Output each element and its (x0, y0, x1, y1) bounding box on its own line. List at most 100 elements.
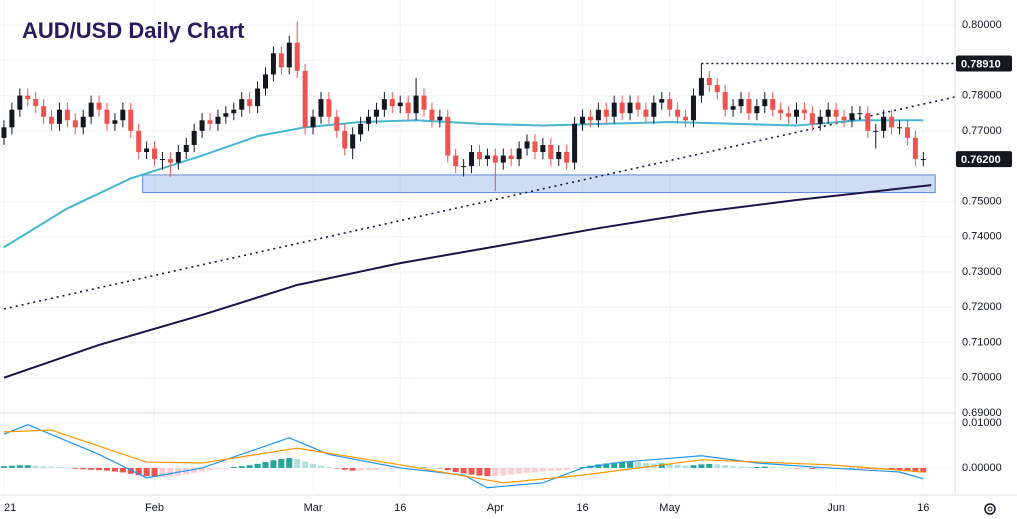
histogram-bar (555, 467, 562, 471)
histogram-bar (452, 467, 459, 472)
histogram-bar (682, 465, 689, 468)
candle-body (889, 116, 895, 128)
histogram-bar (531, 467, 538, 473)
support-zone (142, 174, 936, 194)
histogram-bar (738, 466, 745, 468)
histogram-bar (706, 463, 713, 468)
level-label-box (956, 151, 1012, 168)
histogram-bar (381, 467, 388, 469)
histogram-bar (325, 467, 332, 468)
histogram-bar (0, 466, 7, 468)
macd-line (3, 424, 924, 489)
histogram-bar (627, 461, 634, 468)
candle-body (183, 144, 189, 153)
y-tick-label: 0.80000 (962, 19, 1002, 31)
candle-body (595, 109, 601, 121)
x-tick-label: 16 (917, 502, 929, 514)
candle-body (56, 109, 62, 124)
candle-body (754, 106, 760, 114)
histogram-bar (24, 465, 31, 468)
x-tick-label: Mar (304, 502, 323, 514)
candle-body (373, 109, 379, 117)
histogram-bar (222, 467, 229, 469)
candle-body (413, 95, 419, 114)
x-tick-label: May (659, 502, 680, 514)
candle-body (64, 109, 70, 121)
candle-body (476, 152, 482, 160)
histogram-bar (64, 467, 71, 468)
candle-body (738, 99, 744, 107)
candle-body (397, 102, 403, 107)
histogram-bar (207, 467, 214, 471)
candle-body (817, 116, 823, 124)
histogram-bar (199, 467, 206, 472)
histogram-bar (278, 458, 285, 468)
candle-body (152, 148, 158, 160)
histogram-bar (119, 467, 126, 473)
candle-body (310, 116, 316, 128)
settings-icon[interactable] (984, 503, 996, 515)
candle-body (207, 120, 213, 124)
candle-body (120, 109, 126, 121)
candle-body (762, 99, 768, 107)
candle-body (801, 109, 807, 114)
histogram-bar (373, 467, 380, 470)
candle-body (247, 99, 253, 107)
histogram-bar (698, 464, 705, 468)
candle-body (33, 99, 39, 107)
candle-body (318, 99, 324, 117)
candle-body (532, 141, 538, 153)
candle-body (698, 77, 704, 96)
candle-body (619, 102, 625, 114)
histogram-bar (603, 463, 610, 468)
histogram-bar (40, 466, 47, 468)
candle-body (556, 152, 562, 160)
candle-body (548, 144, 554, 160)
candle-body (199, 120, 205, 131)
candle-body (643, 109, 649, 117)
histogram-bar (539, 467, 546, 472)
candle-body (667, 99, 673, 110)
candle-body (635, 102, 641, 110)
candle-body (144, 148, 150, 153)
histogram-bar (127, 467, 134, 474)
histogram-bar (809, 467, 816, 469)
candle-body (706, 77, 712, 85)
histogram-bar (143, 467, 150, 477)
histogram-bar (341, 467, 348, 470)
candle-body (841, 116, 847, 121)
candle-body (405, 102, 411, 114)
candle-body (88, 102, 94, 117)
candle-body (833, 109, 839, 117)
histogram-bar (191, 467, 198, 473)
histogram-bar (848, 467, 855, 469)
histogram-bar (246, 465, 253, 468)
histogram-bar (547, 467, 554, 472)
candle-body (865, 113, 871, 131)
histogram-bar (761, 466, 768, 468)
candle-body (651, 102, 657, 117)
candle-body (572, 123, 578, 163)
candle-body (920, 159, 926, 161)
histogram-bar (634, 462, 641, 468)
gear-center[interactable] (987, 506, 993, 512)
candle-body (690, 95, 696, 121)
histogram-bar (72, 467, 79, 469)
x-tick-label: 16 (394, 502, 406, 514)
y-tick-label: 0.70000 (962, 372, 1002, 384)
histogram-bar (619, 462, 626, 468)
candle-body (714, 84, 720, 93)
candle-body (587, 116, 593, 121)
candle-body (746, 99, 752, 114)
y-tick-label: 0.73000 (962, 266, 1002, 278)
candle-body (72, 120, 78, 128)
signal-line (3, 429, 924, 484)
histogram-bar (753, 467, 760, 468)
gear[interactable] (984, 503, 996, 515)
histogram-bar (571, 467, 578, 469)
candle-body (358, 123, 364, 135)
histogram-bar (96, 467, 103, 471)
histogram-bar (658, 463, 665, 468)
